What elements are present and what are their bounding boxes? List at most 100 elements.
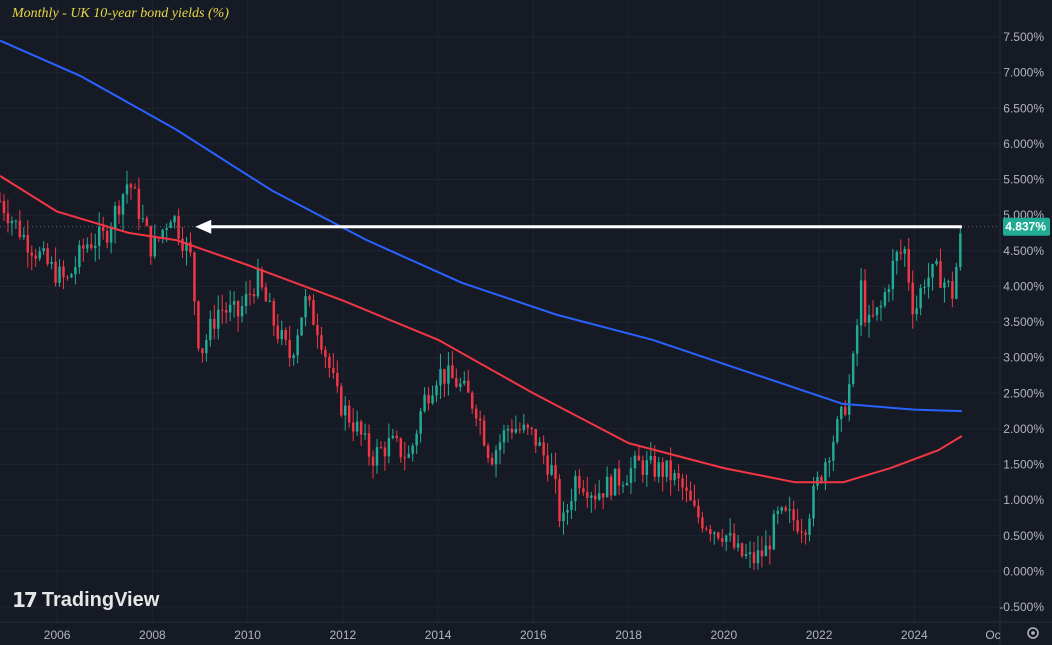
candle [728, 533, 732, 536]
candle [903, 249, 906, 254]
candle [0, 200, 2, 202]
candle [435, 385, 438, 396]
candle [181, 238, 184, 251]
candle [828, 460, 831, 463]
candle [510, 428, 514, 433]
candle [30, 252, 33, 256]
candle [637, 455, 641, 461]
gear-icon[interactable] [1027, 627, 1039, 639]
y-tick-label: 2.500% [1003, 386, 1044, 400]
candle [201, 348, 204, 354]
candle [14, 220, 18, 222]
candle [609, 476, 613, 496]
candle [332, 367, 335, 373]
candle [752, 552, 756, 564]
candle [748, 552, 752, 555]
candle [296, 335, 299, 356]
candle [86, 244, 89, 249]
candle [518, 429, 522, 431]
candle [855, 325, 859, 354]
candle [224, 309, 228, 313]
candle [724, 535, 728, 542]
candle [26, 234, 30, 253]
candle [871, 314, 875, 316]
candle [669, 460, 672, 481]
y-tick-label: -0.500% [999, 600, 1044, 614]
candle [740, 543, 744, 556]
candle [264, 287, 268, 302]
candle [300, 317, 303, 336]
candle [780, 507, 783, 511]
candle [867, 314, 871, 323]
candle [470, 392, 474, 409]
candle [824, 462, 827, 482]
candle [486, 445, 490, 458]
candle [832, 441, 835, 461]
candle [415, 433, 418, 446]
candle [717, 532, 720, 539]
x-tick-label: 2020 [710, 628, 737, 642]
candle [62, 266, 65, 278]
candle [431, 395, 434, 404]
candle [709, 529, 712, 534]
candle [340, 386, 343, 416]
candle [859, 280, 863, 326]
candle [554, 465, 557, 480]
candle [566, 509, 569, 513]
candle [248, 293, 252, 295]
candle [395, 435, 399, 439]
candle [260, 269, 264, 288]
candle [705, 528, 708, 530]
candle [129, 184, 133, 188]
candle [228, 304, 232, 313]
candle [772, 513, 776, 550]
candle [665, 460, 668, 477]
candle [101, 226, 105, 231]
candle [336, 372, 339, 387]
candle [586, 492, 589, 498]
candle [478, 418, 482, 421]
candle [502, 430, 506, 443]
candle [923, 287, 926, 289]
candle [217, 309, 220, 329]
candle [320, 335, 323, 350]
y-tick-label: 0.500% [1003, 529, 1044, 543]
candle [169, 222, 172, 229]
candle [316, 324, 319, 336]
tradingview-logo-mark: 17 [12, 588, 38, 612]
candle [887, 289, 891, 293]
candle [681, 478, 684, 488]
candle [935, 261, 938, 265]
candle [895, 251, 899, 261]
candle [209, 318, 212, 341]
candle [506, 428, 510, 431]
candle [768, 545, 772, 550]
candle [367, 433, 371, 457]
candle [145, 218, 149, 226]
candle [50, 261, 53, 264]
candle [193, 252, 196, 302]
candle [657, 462, 660, 477]
candle [911, 282, 914, 315]
candle [97, 226, 101, 246]
candle [947, 281, 950, 283]
candle [141, 218, 145, 220]
candle [236, 301, 240, 317]
candle [173, 216, 176, 223]
y-tick-label: 0.000% [1003, 564, 1044, 578]
candle [482, 420, 486, 446]
candle [78, 245, 81, 268]
candle [205, 340, 208, 354]
candle [891, 260, 895, 290]
candle [113, 205, 117, 229]
tradingview-logo: 17 TradingView [12, 588, 159, 612]
candle [574, 475, 577, 502]
candle [371, 456, 375, 466]
candle [899, 251, 903, 254]
y-tick-label: 2.000% [1003, 422, 1044, 436]
candle [812, 485, 815, 519]
candle [474, 408, 478, 419]
x-tick-label: 2008 [139, 628, 166, 642]
candle [161, 229, 164, 238]
